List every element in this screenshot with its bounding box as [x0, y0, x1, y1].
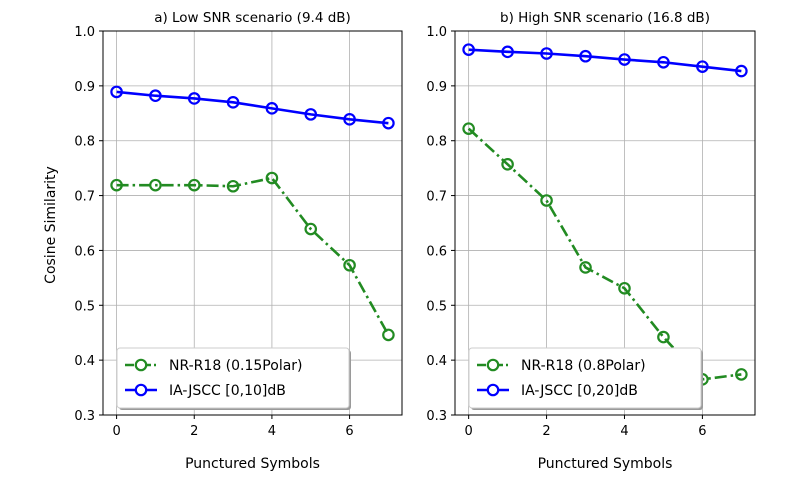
y-axis-label: Cosine Similarity — [43, 166, 59, 284]
data-point — [382, 116, 395, 130]
data-point — [382, 328, 395, 342]
data-point — [226, 96, 240, 109]
legend-label: IA-JSCC [0,10]dB — [169, 383, 286, 399]
legend-box — [468, 347, 702, 409]
data-point — [579, 49, 592, 63]
series-line-0 — [116, 176, 390, 336]
y-tick-label: 0.9 — [426, 80, 447, 95]
y-tick-label: 0.6 — [74, 244, 95, 259]
subplot-title: b) High SNR scenario (16.8 dB) — [500, 10, 710, 26]
legend-label: NR-R18 (0.8Polar) — [521, 358, 646, 374]
x-axis-label: Punctured Symbols — [185, 456, 320, 472]
y-tick-label: 0.8 — [426, 135, 447, 150]
data-point — [187, 178, 201, 192]
x-tick-label: 4 — [268, 424, 276, 439]
data-point — [304, 108, 318, 121]
y-tick-label: 0.9 — [74, 80, 95, 95]
data-point — [540, 194, 553, 207]
data-point — [657, 330, 670, 344]
data-point — [149, 178, 162, 192]
legend: NR-R18 (0.15Polar) IA-JSCC [0,10]dB — [116, 347, 351, 410]
subplot-a: 0 2 4 6 0.3 0.4 0.5 0.6 0.7 0.8 0.9 1.0 a) Low SNR s… — [74, 10, 403, 472]
series-line-1 — [116, 90, 389, 125]
data-point — [226, 179, 240, 193]
y-tick-label: 0.3 — [74, 409, 95, 424]
data-point — [618, 53, 631, 66]
data-point — [501, 45, 514, 59]
data-point — [696, 60, 709, 73]
legend-marker — [486, 383, 500, 397]
x-tick-label: 6 — [345, 424, 353, 439]
y-tick-label: 0.5 — [426, 299, 447, 314]
y-tick-label: 0.3 — [426, 409, 447, 424]
data-point — [501, 158, 514, 171]
y-tick-label: 1.0 — [74, 25, 95, 40]
x-tick-label: 6 — [698, 424, 706, 439]
data-point — [110, 178, 123, 192]
x-axis-label: Punctured Symbols — [538, 456, 673, 472]
y-tick-label: 0.4 — [426, 354, 447, 369]
data-point — [187, 92, 201, 105]
legend-box — [116, 347, 350, 409]
legend: NR-R18 (0.8Polar) IA-JSCC [0,20]dB — [468, 347, 703, 410]
legend-marker — [134, 383, 148, 397]
data-point — [343, 113, 356, 126]
legend-marker — [486, 358, 500, 372]
y-tick-label: 0.6 — [426, 244, 447, 259]
data-point — [579, 261, 592, 274]
data-point — [657, 55, 670, 69]
data-point — [149, 89, 162, 103]
data-point — [304, 222, 318, 236]
y-tick-label: 0.8 — [74, 135, 95, 150]
series-line-1 — [468, 48, 742, 73]
data-point — [343, 258, 356, 272]
data-point — [462, 43, 475, 56]
subplot-title: a) Low SNR scenario (9.4 dB) — [154, 10, 351, 26]
data-point — [462, 122, 475, 135]
y-tick-label: 0.7 — [426, 190, 447, 205]
legend-label: IA-JSCC [0,20]dB — [521, 383, 638, 399]
x-tick-label: 4 — [620, 424, 628, 439]
legend-label: NR-R18 (0.15Polar) — [169, 358, 303, 374]
y-tick-label: 0.7 — [74, 190, 95, 205]
data-point — [265, 102, 279, 115]
subplot-b: 0 2 4 6 0.3 0.4 0.5 0.6 0.7 0.8 0.9 1.0 b) High SNR … — [426, 10, 756, 472]
data-point — [735, 64, 748, 78]
legend-marker — [134, 358, 148, 372]
axes-frame — [102, 30, 403, 416]
x-tick-label: 0 — [464, 424, 472, 439]
y-tick-label: 0.4 — [74, 354, 95, 369]
x-tick-label: 2 — [542, 424, 550, 439]
y-tick-label: 0.5 — [74, 299, 95, 314]
y-tick-label: 1.0 — [426, 25, 447, 40]
axes-frame — [454, 30, 756, 416]
data-point — [735, 368, 748, 381]
x-tick-label: 0 — [112, 424, 120, 439]
x-tick-label: 2 — [190, 424, 198, 439]
data-point — [618, 281, 631, 295]
data-point — [540, 47, 553, 60]
data-point — [110, 85, 123, 99]
data-point — [265, 171, 279, 185]
